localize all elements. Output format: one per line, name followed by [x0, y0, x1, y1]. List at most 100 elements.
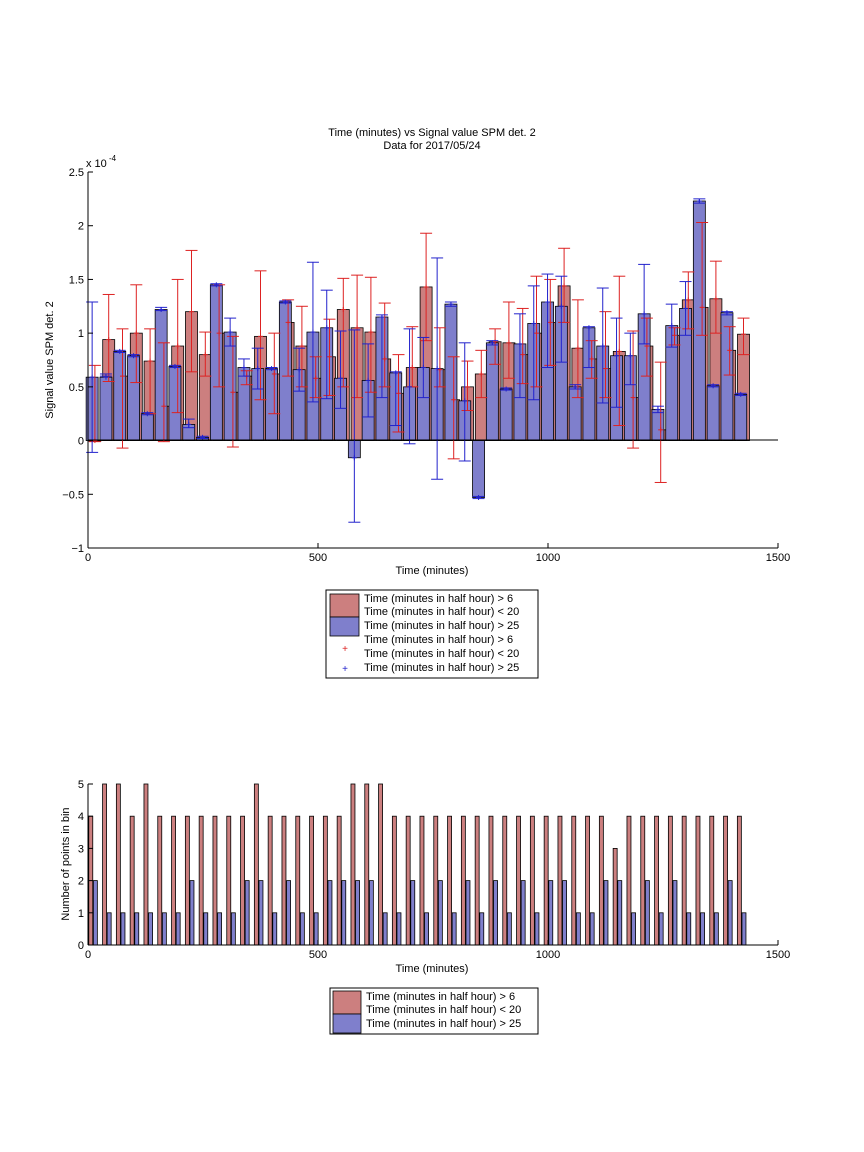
count-bar-blue [493, 880, 498, 946]
errorbar-red [268, 332, 281, 415]
errorbar-blue [458, 342, 471, 462]
errorbar-red [502, 301, 515, 379]
count-bar-blue [700, 912, 705, 946]
errorbar-red [323, 318, 336, 396]
count-bar-blue [534, 912, 540, 946]
count-bar-red [391, 815, 397, 946]
bar-blue [154, 309, 168, 441]
count-bar-red [681, 815, 687, 946]
count-bar-blue [161, 912, 167, 946]
bar-blue [99, 376, 113, 441]
errorbar-blue [486, 340, 499, 346]
count-bar-red [460, 815, 466, 946]
y-tick-label: 0 [78, 940, 84, 952]
errorbar-blue [638, 263, 651, 345]
count-bar-blue [148, 912, 153, 946]
errorbar-blue [237, 358, 250, 377]
count-bar-blue [203, 912, 209, 946]
count-bar-blue [575, 912, 581, 946]
count-bar-red [364, 783, 370, 946]
errorbar-red [171, 278, 184, 414]
count-bar-red [157, 815, 163, 946]
count-bar-blue [175, 912, 181, 946]
chart-subtitle: Data for 2017/05/24 [383, 140, 480, 152]
count-bar-blue [562, 880, 567, 946]
count-bar-red [654, 815, 659, 946]
errorbar-blue [99, 373, 112, 380]
errorbar-blue [210, 282, 223, 288]
errorbar-blue [596, 287, 609, 404]
errorbar-blue [582, 325, 595, 369]
series-red-bars [88, 783, 742, 946]
errorbar-blue [127, 353, 140, 359]
bar-blue [444, 303, 458, 441]
legend-entry: Time (minutes in half hour) > 6 [364, 634, 513, 646]
legend-plus-blue: + [342, 664, 348, 675]
errorbar-red [599, 311, 612, 399]
count-bar-red [281, 815, 287, 946]
count-bar-red [267, 815, 273, 946]
x-tick-label: 1000 [536, 552, 560, 564]
legend-entry: Time (minutes in half hour) > 6 [366, 991, 515, 1003]
errorbar-blue [513, 313, 526, 399]
errorbar-red [433, 327, 446, 388]
count-bar-red [212, 815, 218, 946]
count-bar-red [447, 815, 452, 946]
count-chart: 0 500 1000 1500 0 1 2 3 4 5 Time (minutes) Number… [60, 779, 790, 1035]
errorbar-red [185, 249, 198, 373]
count-bar-red [143, 783, 149, 946]
errorbar-red [585, 340, 598, 379]
count-bar-red [640, 815, 646, 946]
x-tick-label: 1000 [536, 949, 560, 961]
count-bar-blue [631, 912, 636, 946]
errorbar-blue [113, 348, 126, 354]
chart-title: Time (minutes) vs Signal value SPM det. … [328, 127, 535, 139]
errorbar-red [102, 293, 115, 382]
count-bar-red [419, 815, 425, 946]
count-bar-blue [589, 912, 595, 946]
count-bar-blue [355, 880, 360, 946]
errorbar-red [461, 360, 474, 411]
errorbar-blue [334, 330, 347, 409]
errorbar-blue [182, 418, 195, 429]
legend-entry: Time (minutes in half hour) > 25 [366, 1018, 521, 1030]
legend-plus-red: + [342, 644, 348, 655]
count-bar-red [709, 815, 715, 946]
count-bar-red [474, 815, 480, 946]
errorbar-blue [431, 257, 444, 480]
count-bar-blue [410, 880, 416, 946]
bar-blue [223, 331, 237, 441]
bar-blue [113, 351, 127, 441]
errorbar-blue [251, 347, 264, 390]
x-tick-label: 1500 [766, 949, 790, 961]
errorbar-blue [265, 366, 278, 372]
legend-entry: Time (minutes in half hour) < 20 [364, 606, 519, 618]
errorbar-blue [720, 310, 733, 316]
count-bar-blue [506, 912, 512, 946]
errorbar-blue [306, 261, 319, 403]
count-bar-blue [424, 912, 429, 946]
errorbar-blue [734, 391, 747, 397]
errorbar-blue [320, 289, 333, 400]
errorbar-red [364, 276, 377, 393]
errorbar-red [627, 330, 640, 449]
count-bar-red [378, 783, 383, 946]
count-bar-red [516, 815, 521, 946]
legend-swatch-blue [329, 616, 360, 637]
count-bar-blue [272, 912, 278, 946]
errorbar-red [144, 328, 157, 415]
legend-entry: Time (minutes in half hour) > 25 [364, 620, 519, 632]
y-exponent-power: -4 [109, 154, 117, 163]
bar-blue [706, 385, 720, 441]
count-bar-blue [437, 880, 443, 946]
errorbar-blue [293, 347, 306, 392]
count-bar-red [253, 783, 259, 946]
errorbar-blue [693, 198, 706, 204]
y-tick-label: 0.5 [69, 382, 84, 394]
y-tick-label: −0.5 [62, 489, 84, 501]
errorbar-red [475, 349, 488, 399]
signal-chart: Time (minutes) vs Signal value SPM det. … [44, 127, 790, 679]
count-bar-blue [382, 912, 388, 946]
count-bar-red [102, 783, 107, 946]
